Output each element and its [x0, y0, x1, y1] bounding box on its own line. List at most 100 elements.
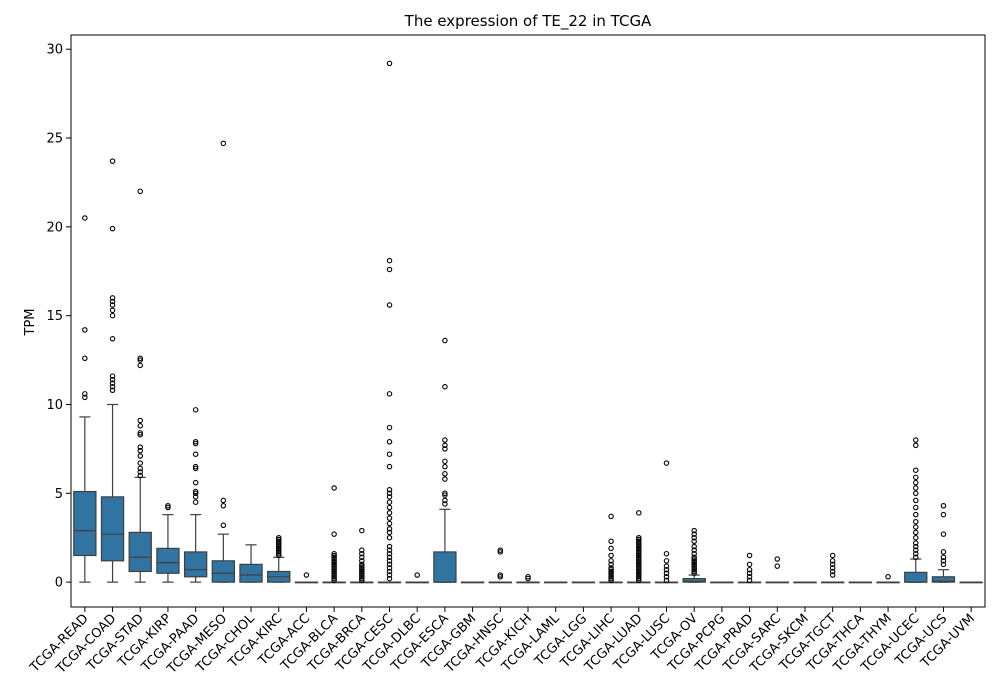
outlier-point	[109, 336, 116, 342]
outlier-point	[913, 540, 919, 546]
outlier-point	[137, 472, 143, 479]
box-group	[876, 574, 900, 584]
outlier-point	[386, 547, 393, 553]
plot-area	[73, 60, 983, 584]
box-group	[488, 547, 512, 584]
outlier-point	[636, 558, 642, 564]
outlier-point	[442, 446, 448, 452]
outlier-point	[192, 407, 199, 413]
outlier-point	[192, 451, 199, 457]
box-group	[959, 581, 983, 584]
outlier-point	[497, 574, 504, 580]
outlier-point	[442, 463, 448, 470]
box-group	[904, 437, 928, 583]
outlier-point	[913, 490, 919, 497]
outlier-point	[636, 554, 642, 561]
outlier-point	[386, 568, 393, 575]
outlier-point	[636, 563, 642, 569]
outlier-point	[165, 502, 171, 509]
outlier-point	[497, 549, 504, 555]
outlier-point	[608, 577, 614, 584]
outlier-point	[691, 527, 697, 534]
outlier-point	[359, 575, 365, 582]
box	[433, 551, 457, 583]
outlier-point	[608, 568, 614, 575]
outlier-point	[137, 465, 143, 472]
outlier-point	[940, 531, 947, 537]
outlier-point	[275, 538, 282, 545]
outlier-point	[359, 574, 365, 580]
outlier-point	[386, 257, 393, 264]
outlier-point	[386, 302, 393, 308]
outlier-point	[275, 552, 282, 559]
outlier-point	[386, 575, 393, 582]
outlier-point	[636, 561, 642, 568]
outlier-point	[220, 502, 227, 509]
outlier-point	[691, 547, 697, 553]
outlier-point	[359, 568, 365, 575]
y-tick-label: 10	[46, 398, 63, 413]
outlier-point	[636, 550, 642, 557]
outlier-point	[746, 574, 753, 580]
outlier-point	[746, 566, 753, 573]
outlier-point	[608, 572, 614, 578]
y-tick-label: 25	[46, 132, 63, 147]
outlier-point	[691, 543, 697, 550]
outlier-point	[275, 536, 282, 543]
outlier-point	[331, 565, 337, 571]
plot-frame	[70, 34, 986, 608]
outlier-point	[359, 572, 365, 578]
outlier-point	[913, 485, 919, 491]
outlier-point	[913, 529, 919, 536]
outlier-point	[386, 529, 393, 536]
y-tick-label: 0	[55, 576, 63, 591]
outlier-point	[82, 355, 88, 362]
outlier-point	[691, 534, 697, 541]
outlier-point	[359, 527, 365, 534]
outlier-point	[331, 570, 337, 576]
outlier-point	[691, 566, 697, 573]
outlier-point	[442, 337, 448, 344]
outlier-point	[442, 497, 448, 504]
outlier-point	[137, 431, 143, 438]
outlier-point	[829, 552, 836, 559]
box-group	[627, 510, 651, 584]
outlier-point	[691, 554, 697, 561]
outlier-point	[220, 140, 227, 147]
outlier-point	[608, 561, 614, 568]
box-group	[931, 502, 956, 583]
outlier-point	[636, 570, 642, 576]
outlier-point	[663, 563, 670, 569]
outlier-point	[137, 460, 143, 466]
outlier-point	[386, 558, 393, 564]
outlier-point	[275, 542, 282, 548]
outlier-point	[663, 558, 670, 564]
box-group	[211, 140, 236, 583]
outlier-point	[774, 563, 781, 569]
outlier-point	[359, 570, 365, 576]
outlier-point	[774, 556, 781, 562]
outlier-point	[691, 561, 697, 568]
outlier-point	[109, 307, 116, 314]
outlier-point	[109, 298, 116, 305]
outlier-point	[497, 572, 504, 578]
y-tick-label: 20	[46, 220, 63, 235]
box-group	[599, 513, 623, 584]
box	[904, 571, 928, 583]
outlier-point	[331, 558, 337, 564]
box	[100, 496, 125, 562]
outlier-point	[137, 357, 143, 363]
outlier-point	[691, 565, 697, 571]
outlier-point	[636, 547, 642, 553]
outlier-point	[636, 543, 642, 550]
outlier-point	[192, 465, 199, 472]
outlier-point	[386, 520, 393, 527]
outlier-point	[663, 460, 670, 466]
outlier-point	[137, 417, 143, 424]
outlier-point	[636, 545, 642, 552]
outlier-point	[691, 531, 697, 537]
outlier-point	[359, 565, 365, 571]
outlier-point	[636, 574, 642, 580]
outlier-point	[663, 566, 670, 573]
outlier-point	[137, 188, 143, 195]
